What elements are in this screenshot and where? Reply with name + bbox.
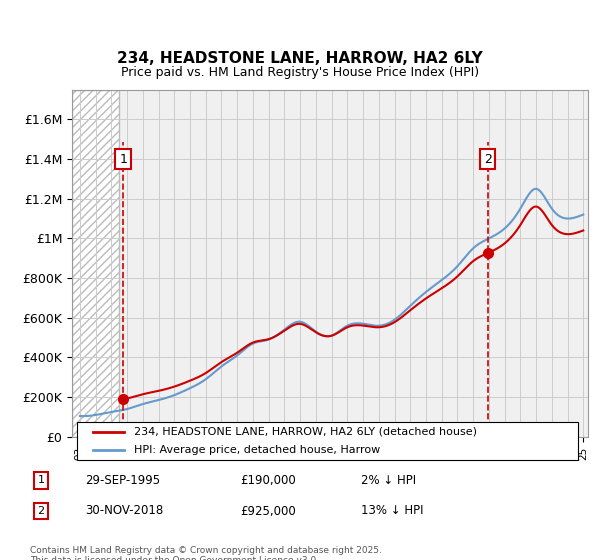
Text: 29-SEP-1995: 29-SEP-1995 [85, 474, 160, 487]
Text: £925,000: £925,000 [240, 505, 296, 517]
Text: 1: 1 [119, 152, 127, 166]
Text: 30-NOV-2018: 30-NOV-2018 [85, 505, 163, 517]
Text: 2: 2 [484, 152, 491, 166]
Text: £190,000: £190,000 [240, 474, 296, 487]
FancyBboxPatch shape [77, 422, 578, 460]
Text: 13% ↓ HPI: 13% ↓ HPI [361, 505, 424, 517]
Text: 2: 2 [37, 506, 44, 516]
Text: Price paid vs. HM Land Registry's House Price Index (HPI): Price paid vs. HM Land Registry's House … [121, 66, 479, 80]
Text: 234, HEADSTONE LANE, HARROW, HA2 6LY: 234, HEADSTONE LANE, HARROW, HA2 6LY [117, 52, 483, 66]
Bar [72, 90, 119, 437]
Text: 1: 1 [38, 475, 44, 485]
Text: Contains HM Land Registry data © Crown copyright and database right 2025.
This d: Contains HM Land Registry data © Crown c… [30, 546, 382, 560]
Text: 234, HEADSTONE LANE, HARROW, HA2 6LY (detached house): 234, HEADSTONE LANE, HARROW, HA2 6LY (de… [134, 427, 477, 437]
Text: 2% ↓ HPI: 2% ↓ HPI [361, 474, 416, 487]
Text: HPI: Average price, detached house, Harrow: HPI: Average price, detached house, Harr… [134, 445, 380, 455]
